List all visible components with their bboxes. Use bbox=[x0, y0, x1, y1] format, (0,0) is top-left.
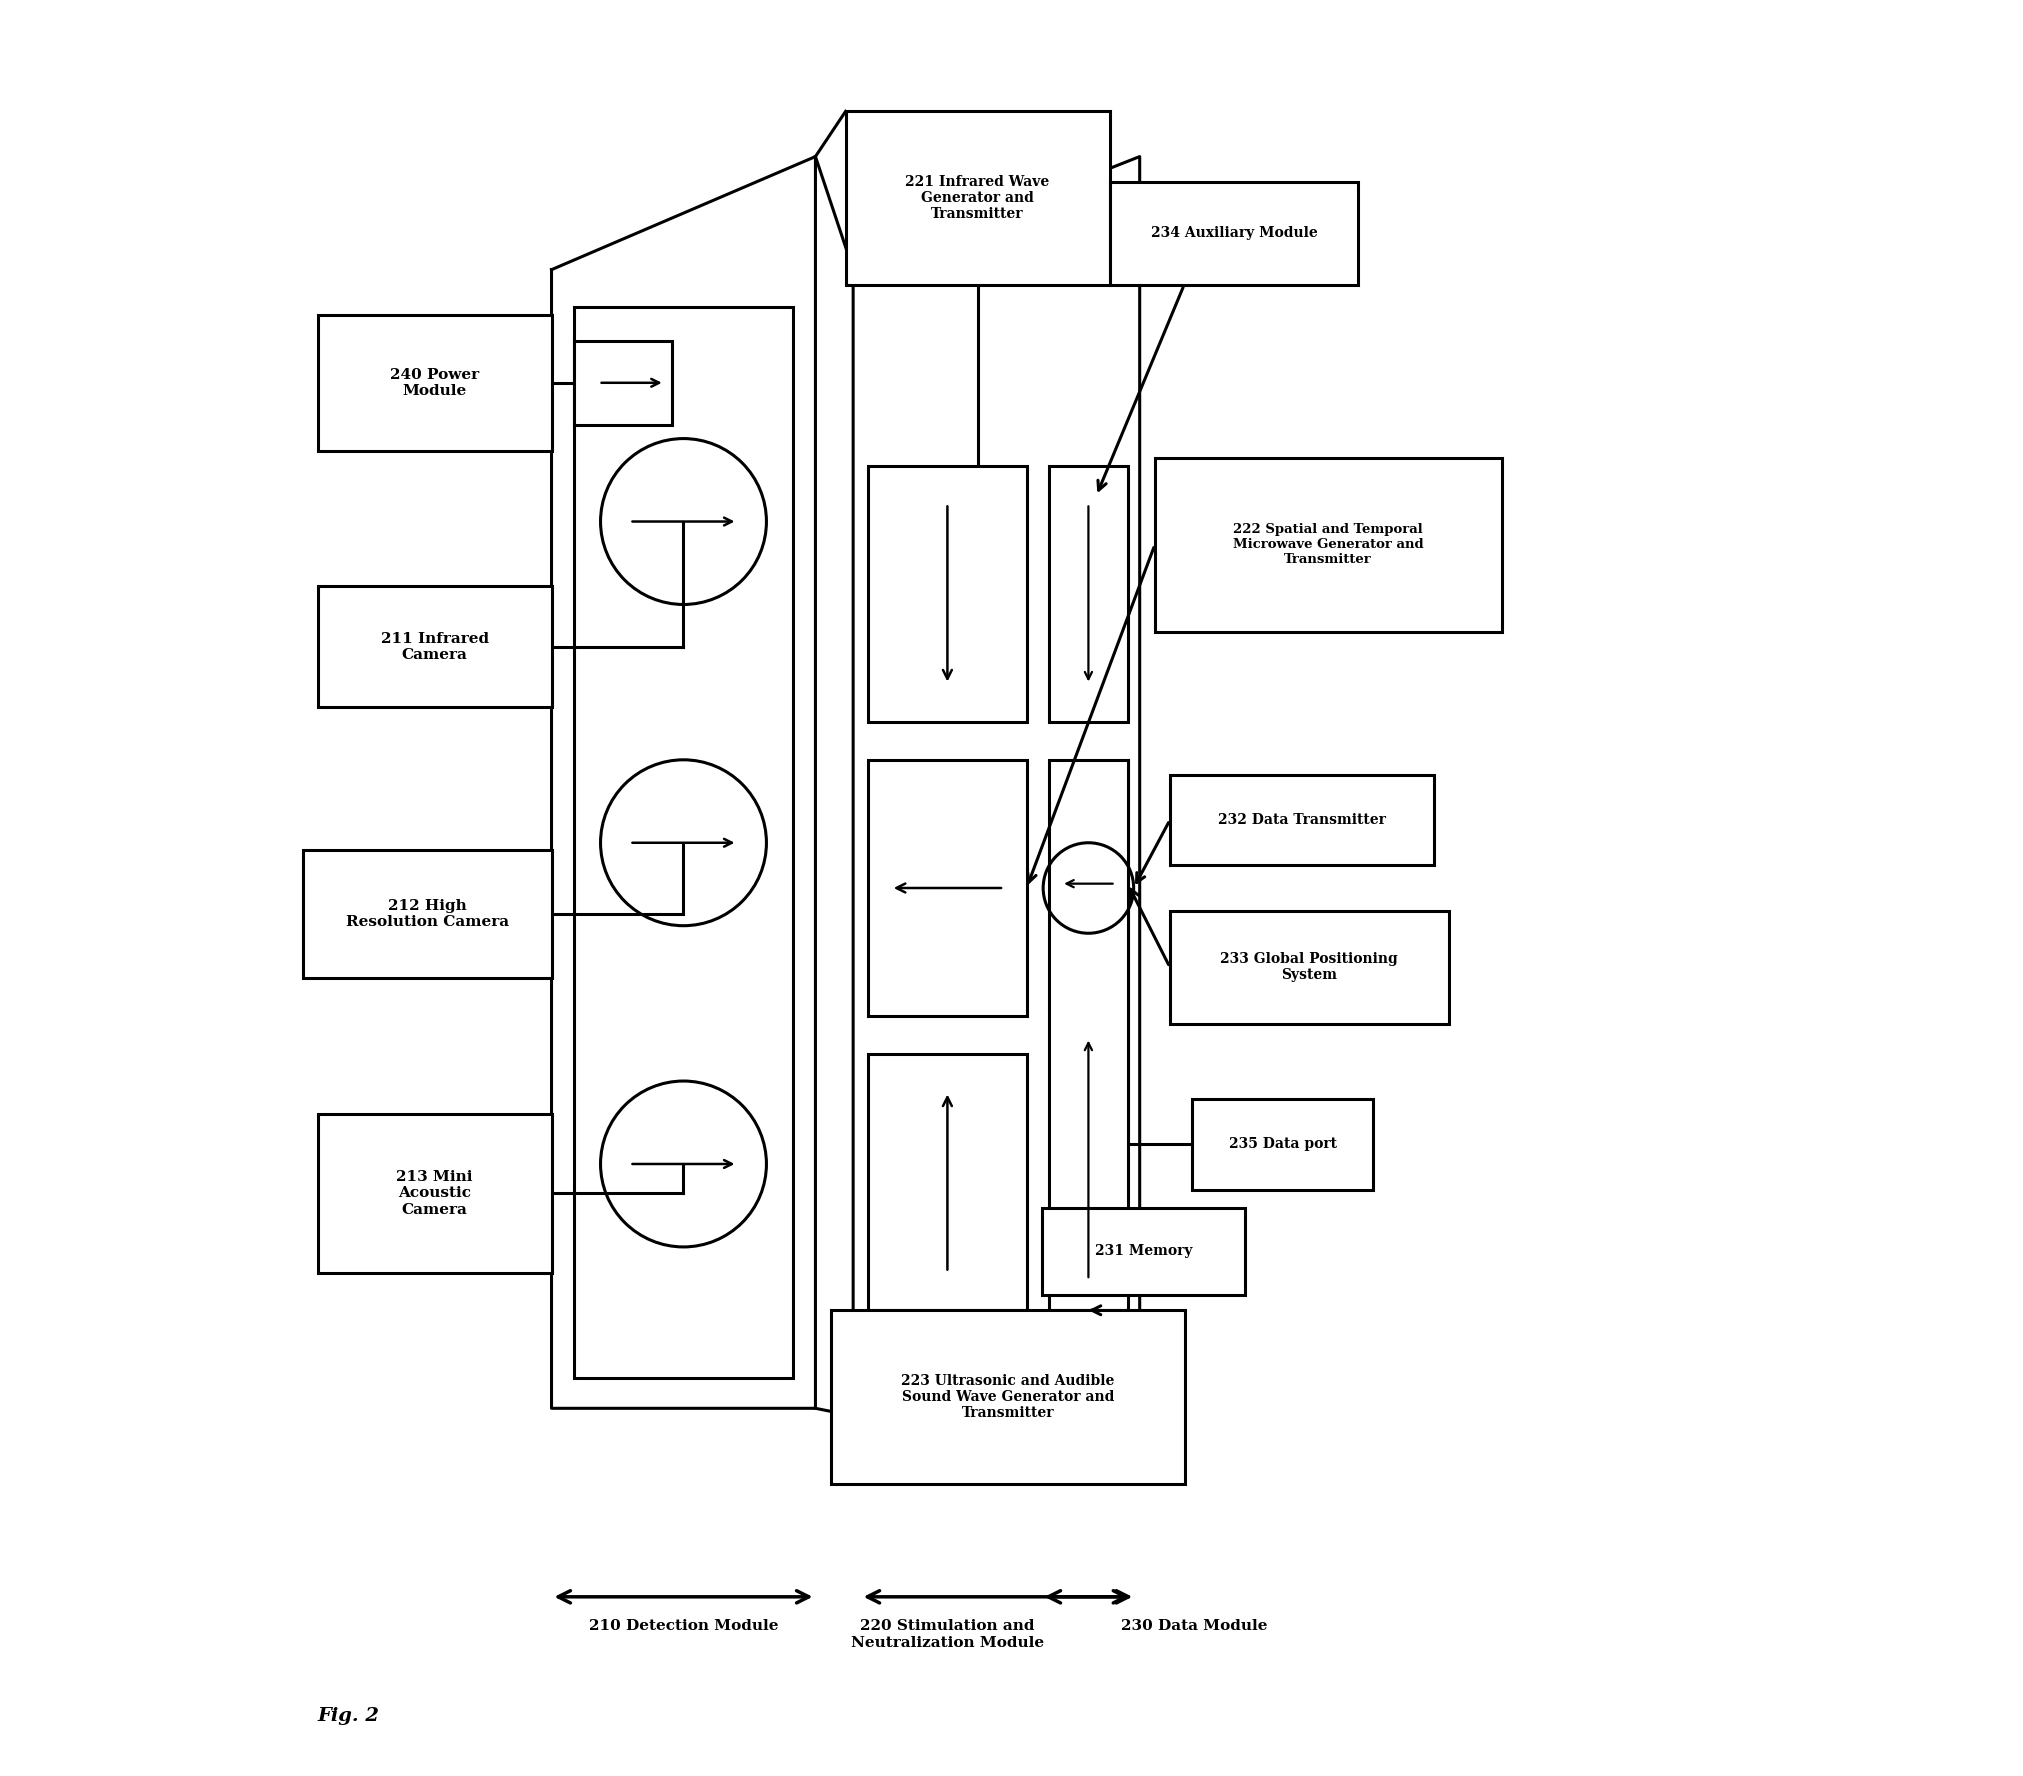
Bar bbox=[575, 341, 672, 424]
Text: 234 Auxiliary Module: 234 Auxiliary Module bbox=[1151, 227, 1317, 240]
Bar bbox=[1109, 183, 1357, 284]
Bar bbox=[318, 586, 552, 707]
Bar bbox=[868, 1053, 1026, 1311]
Text: 222 Spatial and Temporal
Microwave Generator and
Transmitter: 222 Spatial and Temporal Microwave Gener… bbox=[1232, 524, 1424, 567]
Text: 213 Mini
Acoustic
Camera: 213 Mini Acoustic Camera bbox=[397, 1170, 473, 1217]
Text: 232 Data Transmitter: 232 Data Transmitter bbox=[1218, 813, 1386, 828]
Bar bbox=[318, 314, 552, 451]
Bar bbox=[831, 1311, 1185, 1483]
Bar bbox=[1155, 458, 1501, 632]
Bar bbox=[1169, 911, 1448, 1023]
Bar bbox=[1050, 760, 1127, 1311]
Bar bbox=[868, 465, 1026, 723]
Text: 210 Detection Module: 210 Detection Module bbox=[589, 1620, 779, 1634]
Bar bbox=[1192, 1099, 1374, 1190]
Bar bbox=[1042, 1208, 1246, 1295]
Text: 211 Infrared
Camera: 211 Infrared Camera bbox=[380, 632, 490, 662]
Bar bbox=[1169, 774, 1434, 865]
Text: 233 Global Positioning
System: 233 Global Positioning System bbox=[1220, 952, 1398, 982]
Text: 230 Data Module: 230 Data Module bbox=[1121, 1620, 1266, 1634]
Text: 235 Data port: 235 Data port bbox=[1228, 1137, 1337, 1151]
Text: 223 Ultrasonic and Audible
Sound Wave Generator and
Transmitter: 223 Ultrasonic and Audible Sound Wave Ge… bbox=[900, 1375, 1115, 1421]
Bar bbox=[318, 1114, 552, 1273]
Text: Fig. 2: Fig. 2 bbox=[318, 1707, 380, 1724]
Bar bbox=[846, 112, 1109, 284]
Bar bbox=[1050, 465, 1127, 723]
Bar bbox=[303, 851, 552, 979]
Text: 240 Power
Module: 240 Power Module bbox=[390, 368, 479, 398]
Text: 212 High
Resolution Camera: 212 High Resolution Camera bbox=[346, 899, 508, 929]
Text: 231 Memory: 231 Memory bbox=[1094, 1245, 1192, 1259]
Text: 221 Infrared Wave
Generator and
Transmitter: 221 Infrared Wave Generator and Transmit… bbox=[906, 174, 1050, 222]
Bar bbox=[868, 760, 1026, 1016]
Text: 220 Stimulation and
Neutralization Module: 220 Stimulation and Neutralization Modul… bbox=[852, 1620, 1044, 1650]
Bar bbox=[575, 307, 793, 1378]
